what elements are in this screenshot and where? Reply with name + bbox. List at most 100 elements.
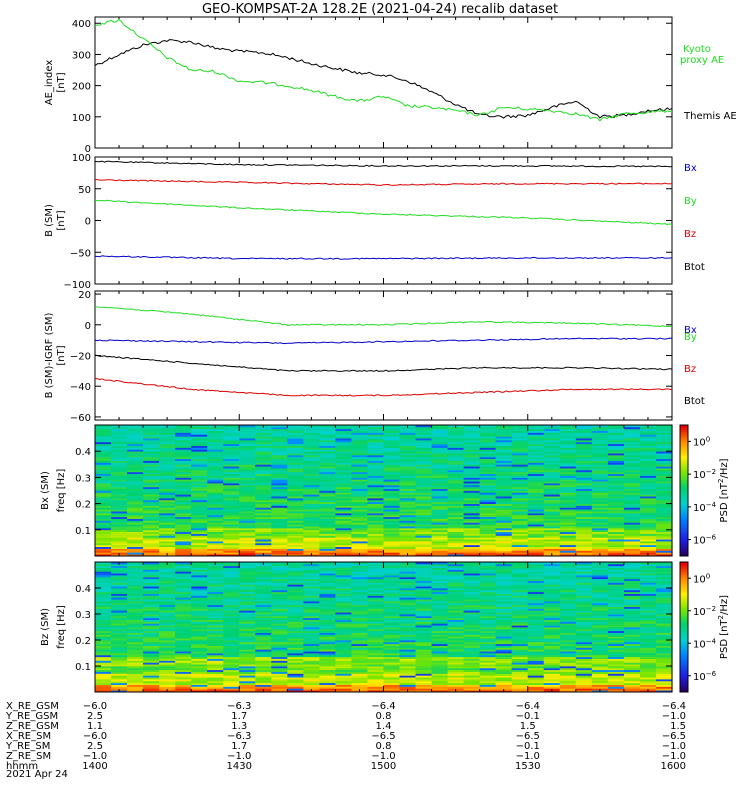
spectrogram-cell bbox=[95, 677, 112, 680]
spectrogram-cell bbox=[319, 617, 337, 620]
spectrogram-cell bbox=[559, 619, 577, 622]
spectrogram-cell bbox=[511, 589, 529, 593]
spectrogram-cell bbox=[607, 634, 625, 637]
spectrogram-cell bbox=[143, 643, 160, 646]
spectrogram-cell bbox=[591, 653, 609, 656]
spectrogram-cell bbox=[271, 518, 288, 521]
spectrogram-cell bbox=[383, 669, 401, 672]
spectrogram-cell bbox=[111, 514, 128, 518]
spectrogram-cell bbox=[319, 483, 337, 486]
spectrogram-cell bbox=[655, 550, 673, 553]
spectrogram-cell bbox=[559, 473, 577, 476]
spectrogram-cell bbox=[223, 529, 240, 533]
spectrogram-cell bbox=[159, 582, 176, 585]
spectrogram-cell bbox=[463, 438, 481, 441]
spectrogram-cell bbox=[447, 456, 465, 460]
spectrogram-cell bbox=[303, 608, 320, 611]
spectrogram-cell bbox=[223, 653, 240, 656]
spectrogram-cell bbox=[95, 458, 112, 461]
spectrogram-cell bbox=[111, 471, 128, 475]
spectrogram-cell bbox=[495, 656, 513, 659]
spectrogram-cell bbox=[495, 628, 513, 632]
spectrogram-cell bbox=[623, 507, 641, 510]
spectrogram-cell bbox=[319, 679, 337, 682]
spectrogram-cell bbox=[207, 464, 224, 467]
spectrogram-cell bbox=[495, 458, 513, 461]
spectrogram-cell bbox=[319, 584, 337, 587]
spectrogram-cell bbox=[239, 501, 256, 504]
spectrogram-cell bbox=[271, 453, 288, 456]
spectrogram-cell bbox=[431, 438, 449, 441]
spectrogram-cell bbox=[95, 445, 112, 448]
spectrogram-cell bbox=[479, 531, 497, 534]
spectrogram-cell bbox=[655, 610, 673, 613]
spectrogram-cell bbox=[495, 477, 513, 480]
spectrogram-cell bbox=[351, 533, 369, 536]
spectrogram-cell bbox=[207, 458, 224, 461]
spectrogram-cell bbox=[143, 636, 160, 639]
spectrogram-cell bbox=[463, 468, 481, 471]
spectrogram-cell bbox=[543, 434, 561, 437]
spectrogram-cell bbox=[479, 512, 497, 516]
spectrogram-cell bbox=[255, 686, 272, 689]
spectrogram-cell bbox=[351, 537, 369, 540]
spectrogram-cell bbox=[335, 445, 353, 448]
spectrogram-cell bbox=[511, 518, 529, 521]
spectrogram-cell bbox=[255, 593, 272, 596]
spectrogram-cell bbox=[447, 628, 465, 632]
spectrogram-cell bbox=[175, 479, 192, 482]
spectrogram-cell bbox=[415, 645, 433, 648]
spectrogram-cell bbox=[511, 640, 529, 643]
spectrogram-cell bbox=[127, 589, 144, 593]
spectrogram-cell bbox=[495, 447, 513, 450]
spectrogram-cell bbox=[287, 680, 304, 684]
spectrogram-cell bbox=[415, 638, 433, 641]
spectrogram-cell bbox=[95, 477, 112, 480]
spectrogram-cell bbox=[607, 499, 625, 503]
spectrogram-cell bbox=[415, 656, 433, 659]
spectrogram-cell bbox=[655, 503, 673, 506]
spectrogram-cell bbox=[447, 526, 465, 529]
spectrogram-cell bbox=[191, 499, 208, 503]
spectrogram-cell bbox=[127, 602, 144, 606]
spectrogram-cell bbox=[303, 468, 320, 471]
spectrogram-cell bbox=[415, 496, 433, 499]
colorbar-segment bbox=[680, 510, 688, 513]
spectrogram-cell bbox=[623, 591, 641, 594]
spectrogram-cell bbox=[319, 486, 337, 490]
spectrogram-cell bbox=[559, 516, 577, 519]
spectrogram-cell bbox=[159, 589, 176, 593]
spectrogram-cell bbox=[575, 484, 593, 488]
spectrogram-cell bbox=[319, 589, 337, 593]
spectrogram-cell bbox=[223, 656, 240, 659]
spectrogram-cell bbox=[351, 623, 369, 626]
spectrogram-cell bbox=[143, 654, 160, 658]
spectrogram-cell bbox=[351, 673, 369, 676]
spectrogram-cell bbox=[271, 643, 288, 646]
spectrogram-cell bbox=[495, 682, 513, 685]
spectrogram-cell bbox=[95, 546, 112, 549]
spectrogram-cell bbox=[479, 675, 497, 678]
spectrogram-cell bbox=[527, 588, 545, 591]
spectrogram-cell bbox=[143, 497, 160, 501]
spectrogram-cell bbox=[527, 466, 545, 469]
spectrogram-cell bbox=[543, 486, 561, 490]
spectrogram-cell bbox=[127, 686, 144, 689]
spectrogram-cell bbox=[175, 535, 192, 538]
spectrogram-cell bbox=[287, 468, 304, 471]
spectrogram-cell bbox=[223, 542, 240, 546]
spectrogram-cell bbox=[383, 445, 401, 448]
spectrogram-cell bbox=[159, 511, 176, 514]
y-tick-label: 50 bbox=[78, 185, 91, 196]
spectrogram-cell bbox=[191, 507, 208, 510]
spectrogram-cell bbox=[191, 589, 208, 593]
spectrogram-cell bbox=[495, 680, 513, 684]
spectrogram-cell bbox=[223, 666, 240, 669]
spectrogram-cell bbox=[367, 432, 385, 435]
spectrogram-cell bbox=[463, 441, 481, 445]
spectrogram-cell bbox=[527, 589, 545, 593]
spectrogram-cell bbox=[399, 516, 417, 519]
spectrogram-cell bbox=[335, 541, 353, 544]
spectrogram-cell bbox=[239, 439, 256, 443]
